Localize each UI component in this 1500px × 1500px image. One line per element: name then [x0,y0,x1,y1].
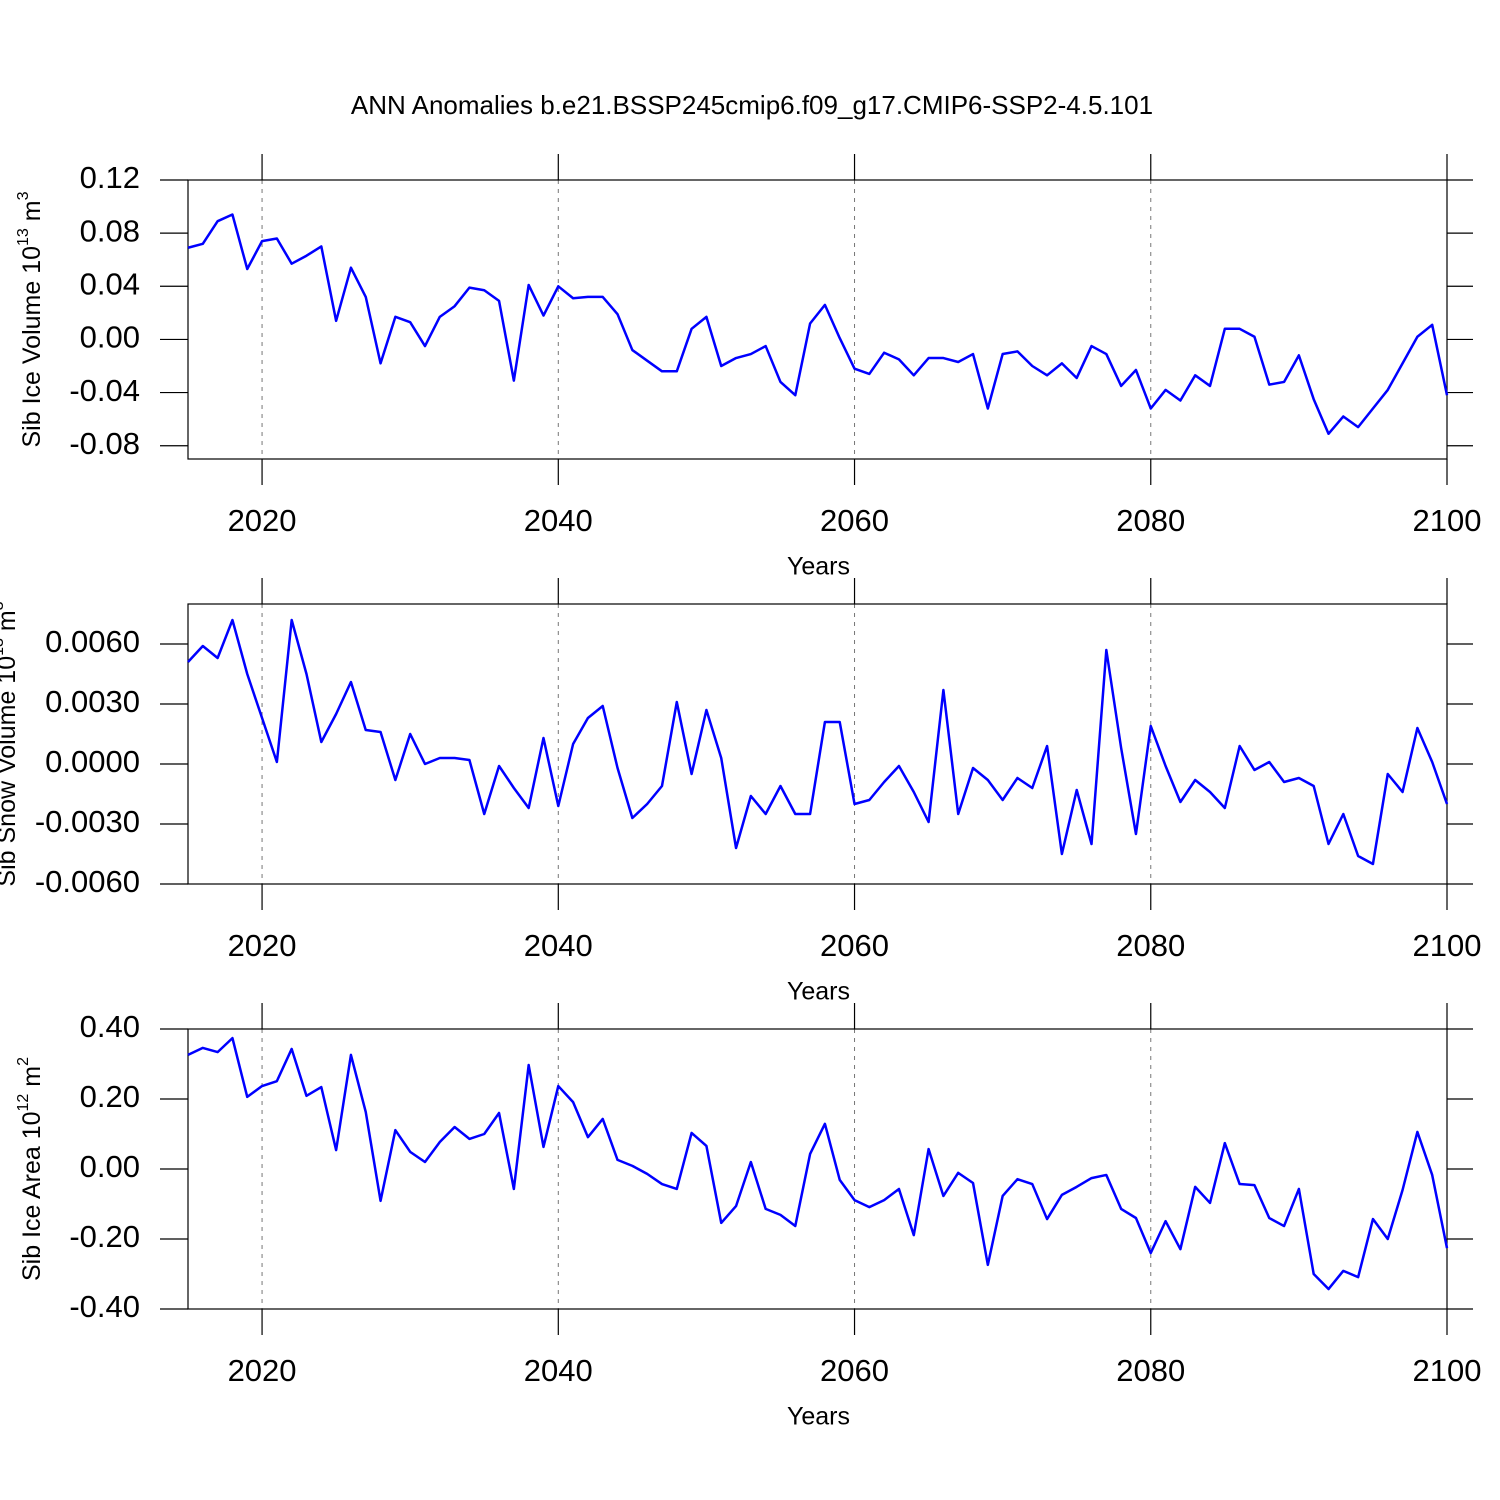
label-part: Sib Snow Volume 10 [0,656,21,887]
label-part: Sib Ice Volume 10 [18,246,46,448]
data-line [187,213,1449,436]
data-line [187,618,1449,866]
x-axis-label: Years [787,1403,850,1431]
y-axis-label: Sib Ice Volume 1013 m3 [15,191,45,447]
plot-frame [187,179,1448,460]
label-part: m [18,1066,46,1094]
y-tick-label: -0.04 [69,373,140,408]
y-tick-label: 0.00 [80,320,140,355]
x-tick-label: 2040 [524,503,593,538]
x-tick-label: 2080 [1116,928,1185,963]
plot-frame [187,603,1448,885]
x-tick-label: 2100 [1413,928,1482,963]
x-tick-label: 2020 [228,928,297,963]
y-tick-label: -0.20 [69,1219,140,1254]
y-tick-label: 0.0060 [45,624,140,659]
y-tick-label: 0.00 [80,1149,140,1184]
y-axis-label: Sib Ice Area 1012 m2 [15,1057,45,1281]
x-tick-label: 2100 [1413,503,1482,538]
x-tick-label: 2100 [1413,1353,1482,1388]
x-axis-label: Years [787,978,850,1006]
y-tick-label: 0.08 [80,213,140,248]
y-tick-label: 0.04 [80,266,140,301]
label-part: m [18,200,46,228]
x-tick-label: 2060 [820,928,889,963]
label-part: Sib Ice Area 10 [18,1111,46,1281]
x-tick-label: 2080 [1116,503,1185,538]
label-part: m [0,610,21,638]
x-tick-label: 2020 [228,503,297,538]
superscript: 3 [15,191,32,200]
superscript: 3 [0,601,7,610]
y-tick-label: -0.40 [69,1289,140,1324]
x-axis-label: Years [787,553,850,581]
superscript: 13 [0,638,7,656]
chart-title: ANN Anomalies b.e21.BSSP245cmip6.f09_g17… [351,90,1153,120]
y-tick-label: 0.20 [80,1079,140,1114]
y-tick-label: -0.0060 [35,864,140,899]
y-tick-label: 0.12 [80,160,140,195]
y-tick-label: -0.08 [69,426,140,461]
x-tick-label: 2060 [820,503,889,538]
y-axis-label: Sib Snow Volume 1013 m3 [0,601,21,886]
x-tick-label: 2060 [820,1353,889,1388]
x-tick-label: 2080 [1116,1353,1185,1388]
data-line [187,1036,1449,1291]
y-tick-label: -0.0030 [35,804,140,839]
x-tick-label: 2040 [524,1353,593,1388]
plot-frame [187,1028,1448,1310]
x-tick-label: 2040 [524,928,593,963]
y-tick-label: 0.0030 [45,684,140,719]
y-tick-label: 0.0000 [45,744,140,779]
x-tick-label: 2020 [228,1353,297,1388]
y-tick-label: 0.40 [80,1009,140,1044]
superscript: 2 [15,1057,32,1066]
superscript: 13 [15,228,32,246]
superscript: 12 [15,1094,32,1112]
